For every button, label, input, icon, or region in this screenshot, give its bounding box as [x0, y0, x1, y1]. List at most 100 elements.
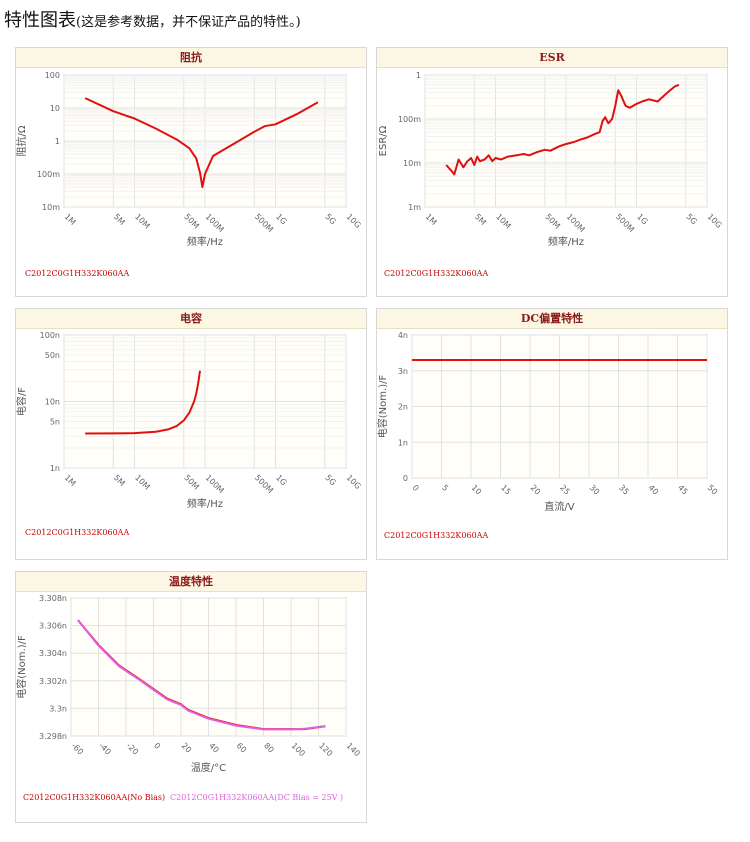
- temp-xtick-label: 0: [152, 741, 162, 751]
- capacitance-x-axis-label: 频率/Hz: [187, 497, 223, 510]
- dcbias-xtick-label: 0: [411, 483, 421, 493]
- temp-y-axis-label: 电容(Nom.)/F: [16, 635, 28, 699]
- dcbias-ytick-label: 4n: [398, 331, 408, 340]
- capacitance-ytick-label: 1n: [50, 464, 60, 473]
- impedance-panel-title: 阻抗: [16, 48, 366, 68]
- page-title-main: 特性图表: [4, 10, 76, 31]
- capacitance-xtick-label: 5G: [323, 473, 337, 487]
- esr-ytick-label: 1m: [408, 203, 421, 212]
- temp-xtick-label: 40: [207, 741, 221, 755]
- esr-xtick-label: 1G: [635, 212, 649, 226]
- temp-xtick-label: 100: [290, 741, 307, 758]
- dcbias-panel: DC偏置特性 0 5 10 15 20 25 30 35 40 45 50 0 1n 2n 3n 4n 直流/V…: [376, 308, 728, 560]
- capacitance-xtick-label: 5M: [112, 473, 127, 488]
- impedance-ytick-label: 10: [50, 104, 60, 113]
- esr-xtick-label: 50M: [543, 212, 562, 231]
- dcbias-ytick-label: 2n: [398, 403, 408, 412]
- temp-ytick-label: 3.298n: [39, 732, 67, 741]
- temp-xtick-label: 20: [180, 741, 194, 755]
- dcbias-chart: 0 5 10 15 20 25 30 35 40 45 50 0 1n 2n 3n 4n 直流/V 电容(Nom.…: [377, 331, 720, 513]
- impedance-xtick-label: 5M: [112, 212, 127, 227]
- impedance-xtick-label: 500M: [253, 212, 275, 234]
- temp-ytick-label: 3.302n: [39, 677, 67, 686]
- dcbias-xtick-label: 10: [470, 483, 484, 497]
- esr-part-label: C2012C0G1H332K060AA: [384, 269, 489, 278]
- impedance-series-line-0: [84, 97, 319, 189]
- capacitance-y-axis-label: 电容/F: [16, 387, 28, 416]
- temp-part-label-nobias: C2012C0G1H332K060AA(No Bias): [23, 793, 166, 802]
- dcbias-xtick-label: 20: [529, 483, 543, 497]
- temp-series-line-1: [77, 619, 326, 731]
- temp-xtick-label: -20: [125, 741, 141, 757]
- dcbias-xtick-label: 5: [440, 483, 450, 493]
- temp-ytick-label: 3.3n: [49, 704, 67, 713]
- esr-xtick-label: 500M: [614, 212, 636, 234]
- impedance-y-axis-label: 阻抗/Ω: [16, 125, 28, 156]
- esr-ytick-label: 10m: [403, 159, 421, 168]
- esr-xtick-label: 100M: [565, 212, 587, 234]
- impedance-x-axis-label: 频率/Hz: [187, 235, 223, 248]
- impedance-part-label: C2012C0G1H332K060AA: [25, 269, 130, 278]
- esr-panel-title: ESR: [377, 48, 727, 68]
- impedance-chart: 1M 5M 10M 50M 100M 500M 1G 5G 10G 10m 100m 1 10 100 频率…: [16, 71, 363, 248]
- impedance-xtick-label: 50M: [182, 212, 201, 231]
- impedance-xtick-label: 10G: [345, 212, 363, 230]
- impedance-ytick-label: 10m: [42, 203, 60, 212]
- dcbias-xtick-label: 35: [617, 483, 631, 497]
- temp-xtick-label: 60: [235, 741, 249, 755]
- impedance-xtick-label: 100M: [204, 212, 226, 234]
- dcbias-ytick-label: 3n: [398, 367, 408, 376]
- capacitance-ytick-label: 5n: [50, 418, 60, 427]
- temp-ytick-label: 3.308n: [39, 594, 67, 603]
- esr-xtick-label: 5M: [473, 212, 488, 227]
- capacitance-panel: 电容 1M 5M 10M 50M 100M 500M 1G 5G 10G 1n 5n 10n 50n 10…: [15, 308, 367, 560]
- temp-xtick-label: 140: [345, 741, 362, 758]
- impedance-ytick-label: 100m: [37, 170, 60, 179]
- page-title: 特性图表(这是参考数据，并不保证产品的特性。): [4, 6, 301, 32]
- esr-xtick-label: 5G: [684, 212, 698, 226]
- temp-ytick-label: 3.306n: [39, 622, 67, 631]
- dcbias-xtick-label: 45: [676, 483, 690, 497]
- dcbias-part-label: C2012C0G1H332K060AA: [384, 531, 489, 540]
- esr-x-axis-label: 频率/Hz: [548, 235, 584, 248]
- impedance-xtick-label: 5G: [323, 212, 337, 226]
- temp-panel: 温度特性 -60 -40 -20 0 20 40 60 80 100 120 140 3.298n 3.…: [15, 571, 367, 823]
- temp-chart: -60 -40 -20 0 20 40 60 80 100 120 140 3.298n 3.3n 3.3…: [16, 594, 362, 774]
- esr-xtick-label: 1M: [424, 212, 439, 227]
- capacitance-series-line-0: [85, 370, 201, 435]
- esr-series-line-0: [445, 83, 680, 176]
- temp-panel-title: 温度特性: [16, 572, 366, 592]
- impedance-xtick-label: 1M: [63, 212, 78, 227]
- temp-ytick-label: 3.304n: [39, 649, 67, 658]
- capacitance-xtick-label: 100M: [204, 473, 226, 495]
- dcbias-xtick-label: 25: [558, 483, 572, 497]
- capacitance-chart: 1M 5M 10M 50M 100M 500M 1G 5G 10G 1n 5n 10n 50n 100n 频…: [16, 331, 363, 510]
- esr-xtick-label: 10M: [494, 212, 513, 231]
- impedance-ytick-label: 100: [45, 71, 60, 80]
- dcbias-y-axis-label: 电容(Nom.)/F: [377, 375, 389, 439]
- capacitance-ytick-label: 50n: [45, 351, 60, 360]
- dcbias-panel-title: DC偏置特性: [377, 309, 727, 329]
- impedance-panel: 阻抗 1M 5M 10M 50M 100M 500M 1G 5G 10G 10m 100m 1 10 10…: [15, 47, 367, 297]
- esr-y-axis-label: ESR/Ω: [378, 125, 389, 156]
- capacitance-panel-title: 电容: [16, 309, 366, 329]
- capacitance-xtick-label: 10M: [133, 473, 152, 492]
- esr-panel: ESR 1M 5M 10M 50M 100M 500M 1G 5G 10G 1m 10m 100m 1 频…: [376, 47, 728, 297]
- capacitance-ytick-label: 100n: [40, 331, 60, 340]
- capacitance-ytick-label: 10n: [45, 398, 60, 407]
- dcbias-xtick-label: 30: [588, 483, 602, 497]
- dcbias-x-axis-label: 直流/V: [544, 500, 574, 513]
- temp-part-label-bias: C2012C0G1H332K060AA(DC Bias = 25V ): [170, 793, 344, 802]
- dcbias-xtick-label: 50: [706, 483, 720, 497]
- esr-xtick-label: 10G: [706, 212, 724, 230]
- dcbias-ytick-label: 1n: [398, 438, 408, 447]
- dcbias-xtick-label: 40: [647, 483, 661, 497]
- temp-xtick-label: 80: [262, 741, 276, 755]
- page-title-subtitle: (这是参考数据，并不保证产品的特性。): [76, 15, 301, 30]
- capacitance-xtick-label: 1G: [274, 473, 288, 487]
- capacitance-xtick-label: 50M: [182, 473, 201, 492]
- temp-xtick-label: -40: [97, 741, 113, 757]
- impedance-xtick-label: 1G: [274, 212, 288, 226]
- esr-chart: 1M 5M 10M 50M 100M 500M 1G 5G 10G 1m 10m 100m 1 频率/Hz…: [378, 71, 724, 248]
- temp-xtick-label: 120: [317, 741, 334, 758]
